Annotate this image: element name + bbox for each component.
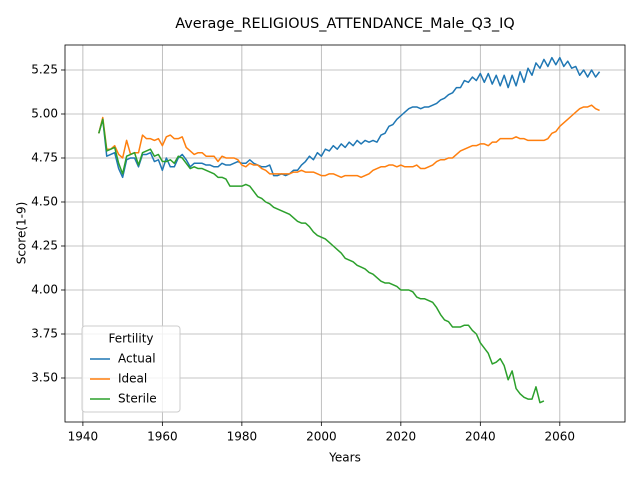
legend-title: Fertility [108,332,153,346]
legend-box [81,325,181,413]
x-tick-label: 2040 [465,430,496,444]
x-tick-label: 1940 [68,430,99,444]
x-tick-label: 1980 [227,430,258,444]
y-tick-label: 4.75 [31,150,58,164]
chart-title: Average_RELIGIOUS_ATTENDANCE_Male_Q3_IQ [175,16,514,32]
x-tick-label: 2020 [386,430,417,444]
y-axis-label: Score(1-9) [15,202,29,265]
x-tick-label: 2060 [545,430,576,444]
y-tick-label: 4.00 [31,282,58,296]
y-tick-label: 4.50 [31,194,58,208]
legend-label: Ideal [118,372,147,386]
y-tick-label: 4.25 [31,238,58,252]
y-tick-label: 5.00 [31,106,58,120]
data-line [98,118,545,404]
legend-label: Actual [118,352,156,366]
plot-frame [64,44,626,423]
y-tick-label: 3.50 [31,370,58,384]
x-tick-label: 2000 [306,430,337,444]
data-line [98,56,601,179]
data-line [98,104,600,179]
y-tick-label: 3.75 [31,326,58,340]
x-axis-label: Years [328,451,361,465]
legend: Fertility Actual Ideal Sterile [81,325,181,413]
legend-label: Sterile [118,392,157,406]
x-tick-label: 1960 [147,430,178,444]
y-tick-label: 5.25 [31,62,58,76]
